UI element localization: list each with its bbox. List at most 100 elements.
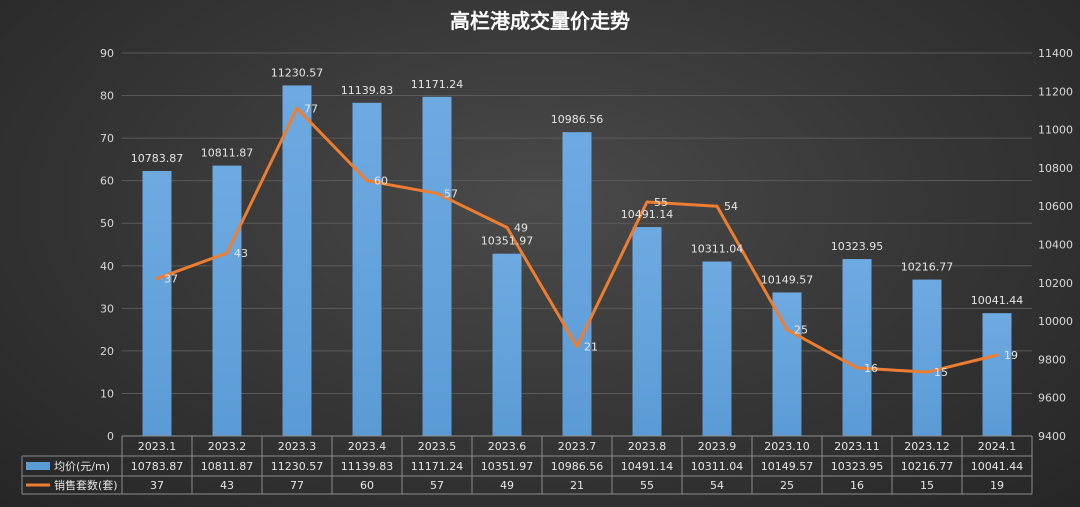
bar-avg-price [212,165,242,436]
line-point-sales-units [505,225,509,229]
line-point-sales-units [225,251,229,255]
y-left-tick-label: 40 [100,260,114,273]
y-left-tick-label: 80 [100,90,114,103]
y-left-tick-label: 10 [100,387,114,400]
table-cell-sales-units: 55 [640,479,654,492]
y-left-tick-label: 0 [107,430,114,443]
table-cell-avg-price: 10986.56 [551,460,604,473]
table-cell-avg-price: 10149.57 [761,460,814,473]
table-cell-avg-price: 10811.87 [201,460,254,473]
bar-avg-price [982,313,1012,436]
x-category-label: 2023.10 [764,440,810,453]
y-right-tick-label: 10600 [1038,200,1073,213]
bar-avg-price [352,102,382,436]
y-right-tick-label: 9400 [1038,430,1066,443]
y-right-tick-label: 10200 [1038,277,1073,290]
line-series [155,106,999,374]
bar-data-label: 10311.04 [691,243,744,256]
table-cell-sales-units: 43 [220,479,234,492]
table-cell-avg-price: 11171.24 [411,460,464,473]
bar-avg-price [632,227,662,436]
x-category-label: 2023.2 [208,440,247,453]
line-point-sales-units [575,345,579,349]
x-category-label: 2023.8 [628,440,667,453]
x-category-label: 2024.1 [978,440,1017,453]
y-left-tick-label: 90 [100,47,114,60]
bar-data-label: 11139.83 [341,84,394,97]
table-cell-avg-price: 10351.97 [481,460,534,473]
line-point-sales-units [155,277,159,281]
line-point-sales-units [645,200,649,204]
x-category-label: 2023.12 [904,440,950,453]
table-cell-avg-price: 10216.77 [901,460,954,473]
bar-avg-price [492,253,522,436]
bar-avg-price [702,261,732,436]
legend-label-line: 销售套数(套) [54,478,118,492]
table-cell-sales-units: 77 [290,479,304,492]
line-data-label: 37 [164,273,178,286]
bar-data-label: 10811.87 [201,147,254,160]
table-cell-sales-units: 57 [430,479,444,492]
line-data-label: 15 [934,366,948,379]
bar-data-label: 10041.44 [971,294,1024,307]
y-right-tick-label: 11400 [1038,47,1073,60]
bar-avg-price [912,279,942,436]
y-left-tick-label: 30 [100,302,114,315]
line-data-label: 49 [514,221,528,234]
table-cell-sales-units: 19 [990,479,1004,492]
y-left-tick-label: 70 [100,132,114,145]
table-cell-sales-units: 21 [570,479,584,492]
data-table: 2023.1 2023.2 2023.3 2023.4 2023.5 2023.6 2023… [21,435,1033,495]
bar-data-label: 11171.24 [411,78,464,91]
table-cell-avg-price: 10041.44 [971,460,1024,473]
y-right-tick-label: 10800 [1038,162,1073,175]
line-point-sales-units [715,204,719,208]
x-category-label: 2023.6 [488,440,527,453]
table-cell-sales-units: 16 [850,479,864,492]
bar-series [142,85,1012,436]
bar-data-label: 10783.87 [131,152,184,165]
table-cell-avg-price: 11139.83 [341,460,394,473]
x-category-label: 2023.9 [698,440,737,453]
bar-data-label: 10149.57 [761,273,814,286]
line-point-sales-units [925,370,929,374]
line-point-sales-units [855,366,859,370]
line-data-label: 16 [864,362,878,375]
data-labels: 10783.87 10811.87 11230.57 11139.83 11171.24… [131,66,1024,379]
bar-data-label: 10986.56 [551,113,604,126]
y-right-tick-label: 10400 [1038,239,1073,252]
x-category-label: 2023.1 [138,440,177,453]
bar-data-label: 11230.57 [271,66,324,79]
y-right-tick-label: 9600 [1038,392,1066,405]
bar-avg-price [842,259,872,436]
legend-label-bar: 均价(元/m) [54,460,110,473]
line-point-sales-units [435,191,439,195]
line-data-label: 21 [584,341,598,354]
table-cell-avg-price: 10491.14 [621,460,674,473]
y-right-tick-label: 11000 [1038,124,1073,137]
bar-avg-price [142,170,172,436]
line-point-sales-units [365,179,369,183]
bar-avg-price [422,96,452,436]
bar-avg-price [772,292,802,436]
line-data-label: 60 [374,175,388,188]
x-category-label: 2023.7 [558,440,597,453]
table-cell-sales-units: 15 [920,479,934,492]
table-cell-avg-price: 10311.04 [691,460,744,473]
y-right-tick-label: 9800 [1038,353,1066,366]
line-point-sales-units [785,328,789,332]
bar-data-label: 10491.14 [621,208,674,221]
table-cell-sales-units: 54 [710,479,724,492]
y-right-tick-label: 10000 [1038,315,1073,328]
y-left-tick-label: 50 [100,217,114,230]
chart-title: 高栏港成交量价走势 [450,9,630,33]
line-data-label: 54 [724,200,738,213]
bar-avg-price [282,85,312,436]
line-data-label: 55 [654,196,668,209]
line-data-label: 43 [234,247,248,260]
bar-data-label: 10216.77 [901,261,954,274]
y-left-tick-label: 60 [100,175,114,188]
x-category-label: 2023.3 [278,440,317,453]
table-cell-sales-units: 49 [500,479,514,492]
